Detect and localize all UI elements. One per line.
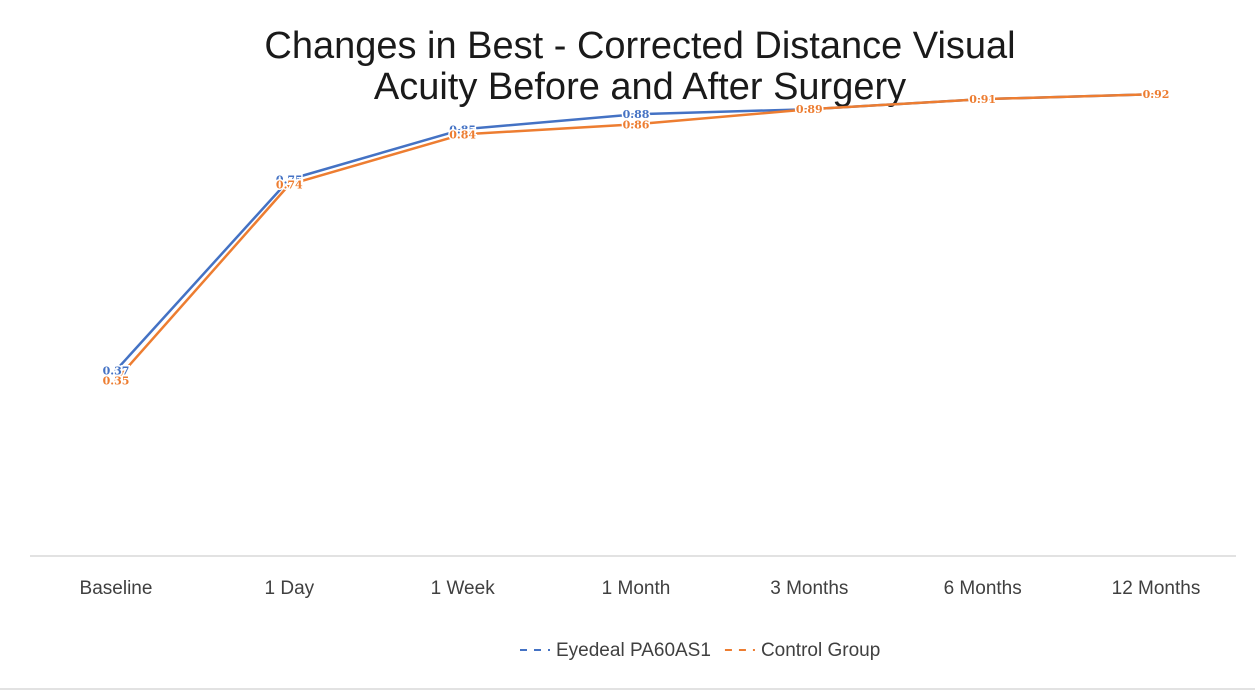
data-point <box>1154 92 1158 96</box>
data-point <box>287 178 291 181</box>
x-tick-label: 1 Day <box>265 578 315 599</box>
data-label: 0.85 <box>449 123 476 136</box>
x-tick-label: 12 Months <box>1112 578 1201 599</box>
data-label: 0.89 <box>796 103 823 116</box>
data-point <box>807 107 811 111</box>
x-tick-label: 3 Months <box>770 578 848 599</box>
x-tick-label: 1 Week <box>431 578 496 599</box>
data-point <box>114 368 118 372</box>
data-point <box>981 97 985 101</box>
data-label: 0.35 <box>103 374 130 387</box>
data-label: 0.89 <box>796 103 823 116</box>
series-layer <box>114 92 1158 382</box>
data-point <box>634 122 638 126</box>
x-tick-label: 1 Month <box>602 578 671 599</box>
x-axis-ticks: Baseline 1 Day 1 Week 1 Month 3 Months 6 Mont… <box>80 578 1201 599</box>
data-label: 0.92 <box>1143 88 1170 101</box>
data-label: 0.91 <box>969 93 996 106</box>
x-tick-label: Baseline <box>80 578 153 599</box>
series-line-control <box>115 92 1157 382</box>
legend-label: Eyedeal PA60AS1 <box>556 640 711 661</box>
data-label: 0.84 <box>449 128 476 141</box>
data-label: 0.37 <box>103 364 130 377</box>
legend-label: Control Group <box>761 640 880 661</box>
chart-title-line-2: Acuity Before and After Surgery <box>374 66 906 108</box>
legend: Eyedeal PA60AS1 Control Group <box>520 640 880 661</box>
data-point <box>461 132 465 136</box>
data-labels-layer: 0.37 0.75 0.85 0.88 0.89 0.91 0.92 0.35 0.74 0.84… <box>101 87 1171 389</box>
data-point <box>461 127 465 131</box>
series-line-eyedeal <box>115 92 1157 372</box>
data-label: 0.91 <box>969 93 996 106</box>
data-label: 0.92 <box>1143 88 1170 101</box>
data-label: 0.74 <box>276 179 303 192</box>
chart-title-line-1: Changes in Best - Corrected Distance Vis… <box>264 25 1015 67</box>
data-point <box>634 112 638 116</box>
data-label: 0.86 <box>623 118 650 131</box>
data-label: 0.88 <box>623 108 650 121</box>
x-tick-label: 6 Months <box>944 578 1022 599</box>
data-label: 0.75 <box>276 174 303 187</box>
data-point <box>287 183 291 187</box>
data-point <box>114 378 118 382</box>
